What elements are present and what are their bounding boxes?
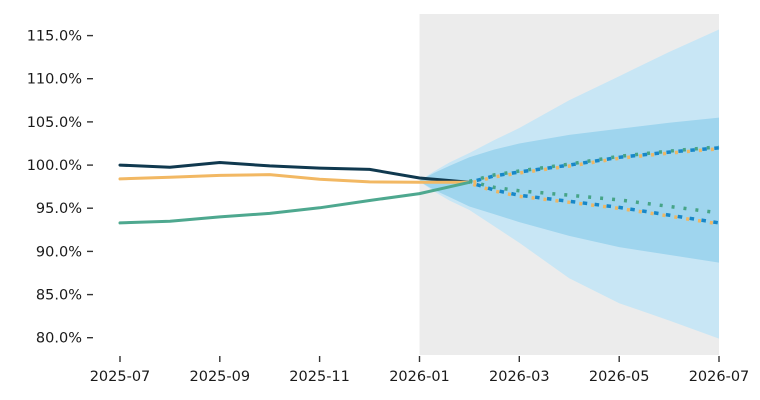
forecast-upper-quantile-amber-dashes [468,147,720,185]
forecast-lower-quantile-teal [468,179,720,215]
x-tick-label: 2025-09 [190,369,251,385]
x-tick-label: 2026-03 [489,369,550,385]
y-tick-label: 100.0% [27,158,82,174]
forecast-lower-quantile-blue-amber-blue-dashes [468,180,720,225]
x-tick-label: 2025-07 [90,369,151,385]
forecast-upper-quantile [468,145,720,185]
forecast-lower-quantile-blue-amber-amber-dashes [468,181,720,226]
x-tick-label: 2025-11 [289,369,350,385]
history-line-navy [118,161,471,184]
y-tick-label: 110.0% [27,72,82,88]
forecast-upper-quantile-blue-dashes [468,146,720,184]
y-tick-label: 95.0% [36,201,82,217]
history-line-teal [118,180,471,225]
history-line-amber [118,173,471,184]
forecast-lower-quantile-teal-teal-dashes [468,179,720,215]
y-tick-label: 115.0% [27,29,82,45]
y-tick-label: 105.0% [27,115,82,131]
forecast-lower-quantile-blue-amber [468,180,720,226]
x-tick-label: 2026-07 [689,369,750,385]
x-tick-label: 2026-05 [589,369,650,385]
x-tick-label: 2026-01 [389,369,450,385]
y-tick-label: 80.0% [36,331,82,347]
y-tick-label: 90.0% [36,244,82,260]
forecast-upper-quantile-teal-dashes [468,145,720,183]
y-tick-label: 85.0% [36,288,82,304]
